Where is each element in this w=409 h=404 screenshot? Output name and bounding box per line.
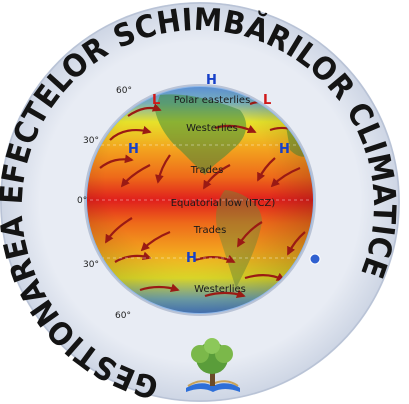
badge-icon [309,253,321,265]
lat-30n-label: 30° [83,136,99,146]
lat-60n-label: 60° [116,86,132,96]
polar-easterlies-label: Polar easterlies [174,95,251,106]
equatorial-low-label: Equatorial low (ITCZ) [171,198,276,209]
low-pressure-marker: L [152,93,160,108]
lat-0-label: 0° [77,196,87,206]
trades-south-label: Trades [193,225,227,236]
trades-north-label: Trades [190,165,224,176]
high-pressure-marker: H [206,73,217,88]
westerlies-north-label: Westerlies [186,123,238,134]
lat-60s-label: 60° [115,311,131,321]
westerlies-south-label: Westerlies [194,284,246,295]
high-pressure-marker: H [128,142,139,157]
lat-30s-label: 30° [83,260,99,270]
high-pressure-marker: H [279,142,290,157]
low-pressure-marker: L [263,93,271,108]
tree-book-emblem [186,338,240,392]
globe [84,84,316,316]
high-pressure-marker: H [186,251,197,266]
